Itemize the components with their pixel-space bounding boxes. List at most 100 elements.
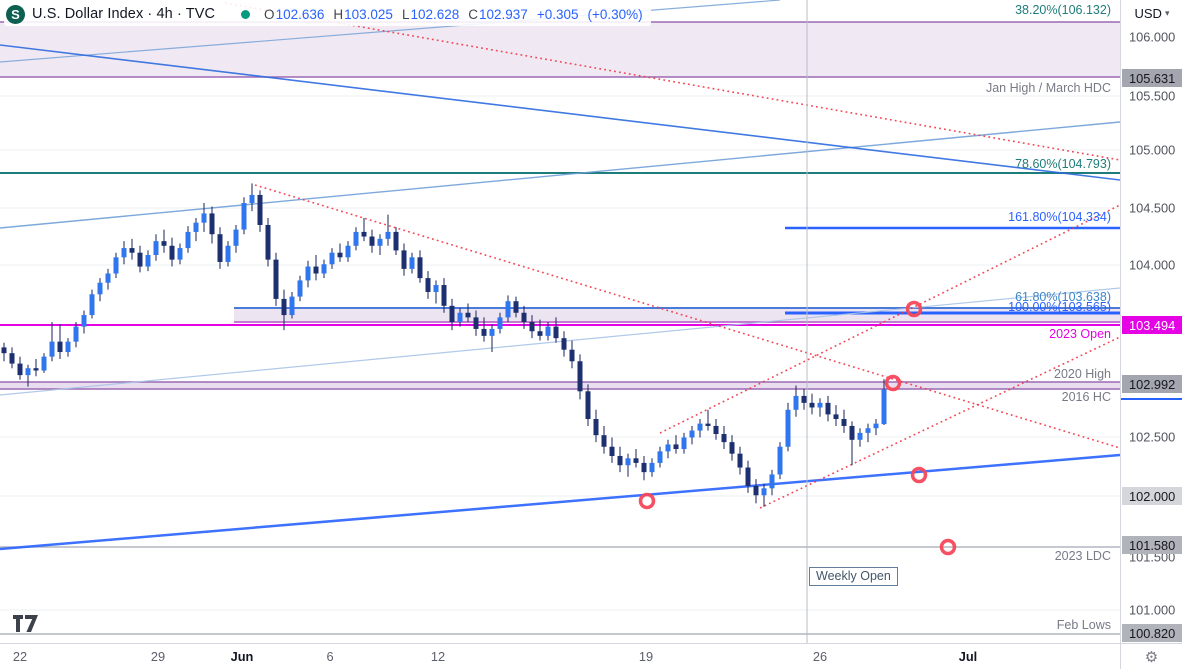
touch-marker-icon (905, 300, 923, 318)
touch-marker-icon (884, 374, 902, 392)
high-label: H (333, 6, 344, 22)
axis-settings-corner[interactable]: ⚙ (1120, 643, 1182, 669)
candle-up (97, 282, 103, 295)
candle-up (89, 294, 95, 316)
candle-down (129, 248, 135, 253)
candle-down (425, 278, 431, 292)
price-axis[interactable]: USD ▾ 106.000 105.631 105.500 105.000 104.50… (1120, 0, 1182, 643)
candle-up (409, 257, 415, 269)
high-value: 103.025 (344, 6, 393, 22)
candle-up (777, 446, 783, 475)
price-tick: 104.500 (1129, 200, 1176, 216)
red-ascending-from-low (759, 336, 1120, 509)
candle-down (729, 442, 735, 454)
candle-down (737, 453, 743, 468)
candle-up (81, 315, 87, 327)
price-tag: 102.000 (1122, 487, 1182, 505)
candle-down (33, 368, 39, 371)
candle-up (433, 285, 439, 292)
current-price-marker (1121, 398, 1182, 400)
chart-canvas[interactable] (0, 0, 1120, 643)
candle-down (529, 321, 535, 332)
time-tick: Jul (958, 649, 978, 664)
symbol-legend[interactable]: S U.S. Dollar Index · 4h · TVC O102.636 … (4, 2, 651, 26)
currency-selector[interactable]: USD ▾ (1121, 0, 1182, 26)
candle-up (297, 280, 303, 297)
candle-down (561, 338, 567, 350)
channel-lower (0, 287, 1120, 396)
price-tick: 101.000 (1129, 602, 1176, 618)
time-tick: 6 (326, 649, 334, 664)
time-tick: 26 (812, 649, 828, 664)
level-label: 38.20%(106.132) (1015, 3, 1111, 17)
candle-down (465, 312, 471, 318)
candle-up (385, 231, 391, 239)
candle-up (305, 266, 311, 281)
candle-down (617, 455, 623, 466)
candle-up (105, 273, 111, 283)
gear-icon[interactable]: ⚙ (1144, 648, 1159, 666)
candle-down (393, 231, 399, 251)
candle-up (41, 356, 47, 371)
level-label: 2016 HC (1061, 390, 1111, 404)
candle-up (881, 389, 887, 425)
candle-up (665, 444, 671, 452)
candle-up (681, 437, 687, 450)
candle-up (73, 326, 79, 342)
price-tag: 101.580 (1122, 536, 1182, 554)
candle-up (761, 488, 767, 496)
candle-down (401, 250, 407, 269)
candle-up (625, 458, 631, 466)
candle-up (689, 430, 695, 438)
touch-marker-icon (939, 538, 957, 556)
time-axis[interactable]: 22 29 Jun 6 12 19 26 Jul (0, 643, 1182, 669)
candle-down (281, 298, 287, 316)
candle-down (593, 419, 599, 436)
tradingview-logo-icon[interactable] (13, 615, 39, 637)
candle-down (473, 317, 479, 329)
candle-up (649, 462, 655, 473)
chevron-down-icon: ▾ (1164, 7, 1170, 18)
candle-up (225, 245, 231, 262)
candle-down (17, 363, 23, 376)
red-ascending-main (659, 204, 1120, 434)
time-tick: 12 (430, 649, 446, 664)
candle-down (721, 434, 727, 443)
candle-up (25, 368, 31, 376)
candle-up (65, 341, 71, 353)
candle-up (153, 241, 159, 256)
candle-up (113, 257, 119, 274)
candle-up (353, 231, 359, 246)
low-label: L (401, 6, 410, 22)
candle-down (673, 444, 679, 450)
candle-up (817, 402, 823, 408)
price-chart[interactable]: S U.S. Dollar Index · 4h · TVC O102.636 … (0, 0, 1120, 643)
red-descending-upper (224, 2, 1120, 161)
candle-down (9, 353, 15, 364)
price-tag: 100.820 (1122, 624, 1182, 642)
jan-high-march-hdc-band (0, 22, 1120, 77)
price-tick: 102.500 (1129, 429, 1176, 445)
candle-up (457, 312, 463, 322)
candle-up (233, 229, 239, 246)
candle-up (873, 423, 879, 429)
weekly-open-label: Weekly Open (809, 567, 898, 586)
candle-up (241, 203, 247, 230)
level-label: Jan High / March HDC (985, 81, 1111, 95)
level-label: 100.00%(103.565) (1008, 300, 1111, 314)
high-2020-hc-2016-band (0, 382, 1120, 389)
level-label: 78.60%(104.793) (1015, 157, 1111, 171)
level-label: Feb Lows (1056, 618, 1111, 632)
ohlc-readout: O102.636 H103.025 L102.628 C102.937 +0.3… (264, 7, 643, 22)
candle-up (857, 432, 863, 440)
candle-up (145, 255, 151, 267)
candle-down (481, 328, 487, 336)
candle-down (57, 341, 63, 353)
candle-down (705, 423, 711, 426)
time-tick: 19 (638, 649, 654, 664)
candle-up (185, 231, 191, 249)
candle-up (657, 451, 663, 463)
candle-up (769, 474, 775, 489)
candle-down (849, 425, 855, 440)
